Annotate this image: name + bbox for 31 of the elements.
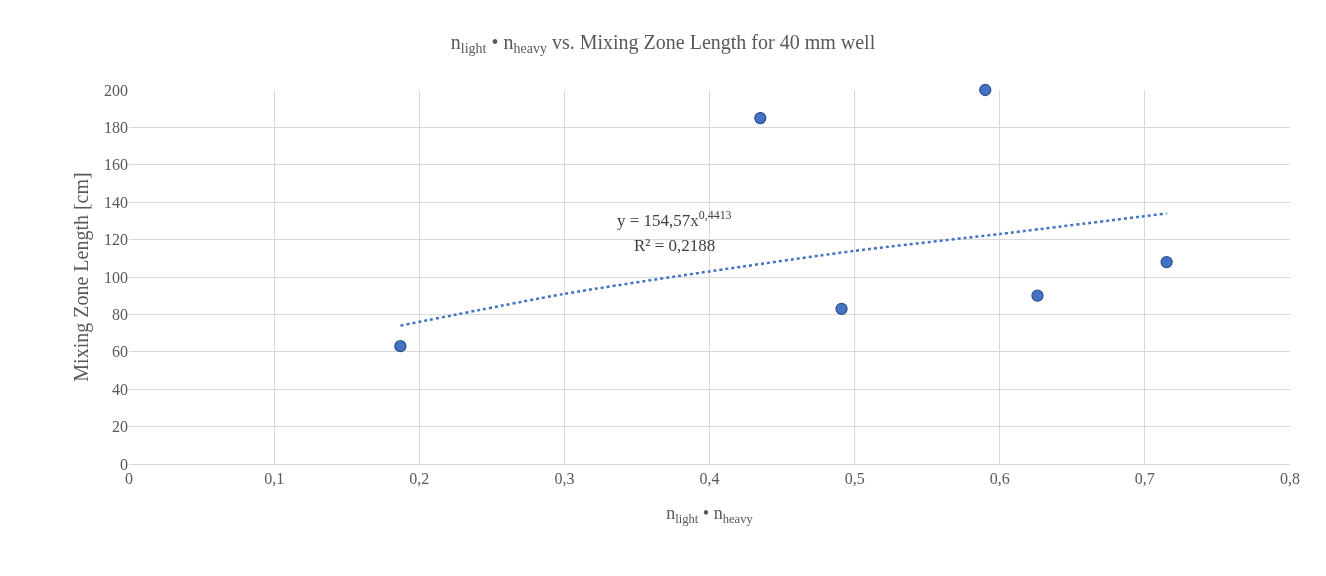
x-tick-label: 0,4	[699, 470, 720, 488]
chart-title: n$_{light}$ • n$_{heavy}$ vs. Mixing Zone Length for 40 mm well	[450, 30, 876, 56]
y-tick-label: 20	[112, 418, 128, 436]
x-tick-label: 0,6	[989, 470, 1010, 488]
x-tick-label: 0,3	[554, 470, 575, 488]
y-tick-label: 40	[112, 380, 128, 398]
y-tick-label: 200	[104, 81, 128, 99]
x-tick-label: 0,1	[264, 470, 285, 488]
y-axis-title: Mixing Zone Length [cm]	[69, 172, 93, 382]
line-series	[399, 212, 1168, 327]
point	[1031, 289, 1044, 302]
point	[394, 340, 407, 353]
x-tick-label: 0,2	[409, 470, 430, 488]
y-tick-label: 140	[104, 193, 128, 211]
point	[754, 111, 767, 125]
annotation: y = 154,57x$^{0,4413}$	[617, 208, 732, 231]
point	[1160, 255, 1173, 269]
y-tick-label: 180	[104, 119, 128, 136]
y-tick-label: 120	[104, 231, 128, 249]
y-tick-label: 0	[120, 455, 128, 473]
x-axis-title: n$_{light}$ • n$_{heavy}$	[666, 503, 754, 527]
y-tick-label: 80	[112, 306, 128, 323]
y-tick-label: 160	[104, 156, 128, 174]
point	[835, 302, 848, 315]
x-tick-label: 0,5	[844, 470, 865, 488]
y-tick-label: 60	[112, 343, 128, 361]
annotation: R² = 0,2188	[634, 236, 716, 255]
x-tick-label: 0,8	[1280, 470, 1300, 488]
x-tick-label: 0,7	[1134, 470, 1155, 488]
y-tick-label: 100	[104, 268, 128, 286]
point	[979, 83, 992, 97]
